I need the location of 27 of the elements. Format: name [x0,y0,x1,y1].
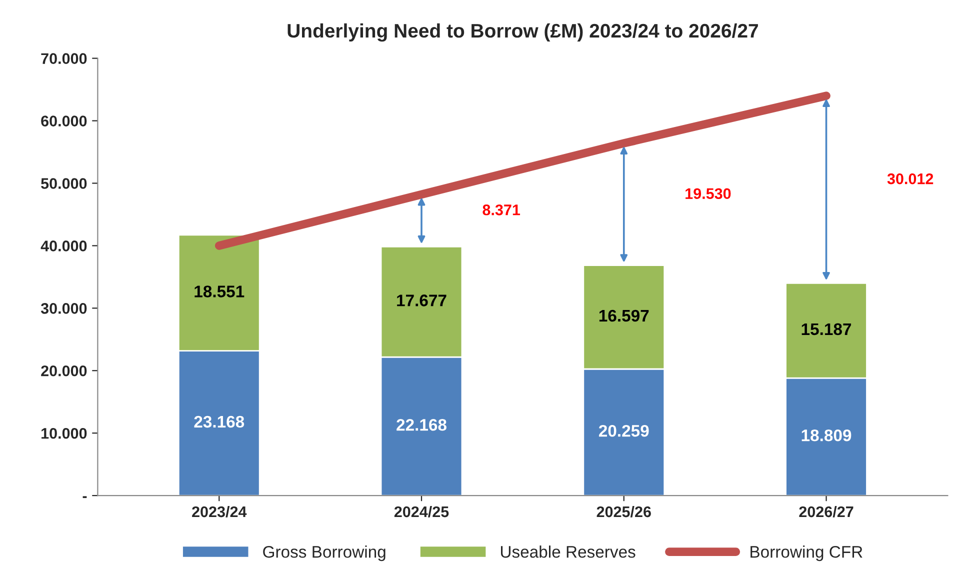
legend-label: Gross Borrowing [263,546,386,562]
data-label: 23.168 [194,416,244,428]
chart-title: Underlying Need to Borrow (£M) 2023/24 to 2026/27 [288,23,758,42]
annotation: 19.530 [686,188,731,200]
annotation: 30.012 [887,173,934,184]
data-label: 18.809 [802,429,852,442]
y-tick-label: 30.000 [40,303,87,314]
data-label: 18.551 [194,286,244,298]
x-tick-label: 2023/24 [192,506,247,518]
data-label: 16.597 [599,310,649,322]
x-tick-label: 2026/27 [799,506,854,518]
annotation: 8.371 [482,204,520,216]
legend-label: Useable Reserves [500,546,636,558]
y-tick-label: 50.000 [41,178,87,189]
data-label: 22.168 [396,418,446,431]
data-label: 15.187 [802,323,852,336]
y-tick-label: 60.000 [41,116,87,126]
x-tick-label: 2024/25 [394,506,449,518]
y-tick-label: - [82,496,87,498]
y-tick-label: 40.000 [40,240,87,252]
y-tick-label: 70.000 [41,53,87,64]
data-label: 20.259 [598,424,649,437]
y-tick-label: 20.000 [41,365,87,376]
data-label: 17.677 [397,294,446,306]
y-tick-label: 10.000 [42,428,87,439]
legend-label: Borrowing CFR [750,546,862,562]
x-tick-label: 2025/26 [596,506,651,518]
